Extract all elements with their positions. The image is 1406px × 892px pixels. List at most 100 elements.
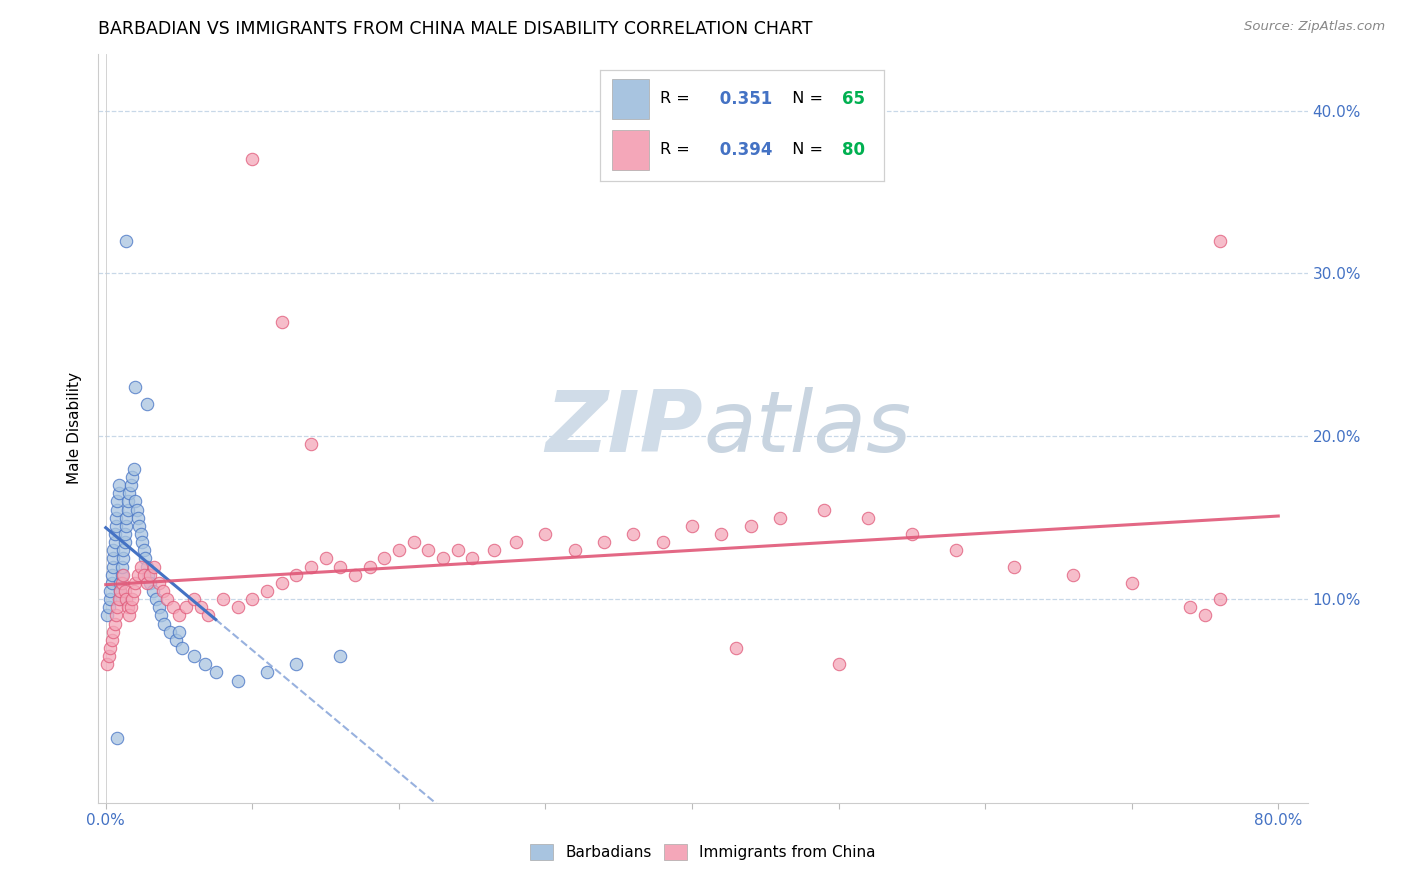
Point xyxy=(343,567,366,582)
Point xyxy=(240,592,263,607)
Point xyxy=(167,608,190,623)
Text: atlas: atlas xyxy=(703,386,911,470)
Point xyxy=(96,608,118,623)
Point xyxy=(115,510,138,524)
Point xyxy=(197,608,219,623)
Point xyxy=(120,478,142,492)
Legend: Barbadians, Immigrants from China: Barbadians, Immigrants from China xyxy=(524,838,882,866)
Text: BARBADIAN VS IMMIGRANTS FROM CHINA MALE DISABILITY CORRELATION CHART: BARBADIAN VS IMMIGRANTS FROM CHINA MALE … xyxy=(98,21,813,38)
Point xyxy=(129,559,152,574)
Point xyxy=(461,551,484,566)
Point xyxy=(162,600,184,615)
Point xyxy=(148,600,170,615)
Point xyxy=(132,543,155,558)
Point xyxy=(256,665,278,680)
Point xyxy=(98,592,121,607)
Point xyxy=(156,592,179,607)
Point xyxy=(97,649,120,664)
Point xyxy=(329,649,352,664)
Point xyxy=(315,551,337,566)
Point xyxy=(110,584,132,599)
Point xyxy=(505,535,527,549)
Point xyxy=(117,494,139,508)
Point xyxy=(118,608,141,623)
Point xyxy=(115,519,138,533)
Point xyxy=(170,641,193,656)
Point xyxy=(101,559,124,574)
Point xyxy=(183,649,205,664)
Point xyxy=(681,519,703,533)
Point xyxy=(108,486,131,500)
Point xyxy=(176,600,198,615)
Point xyxy=(1208,234,1230,248)
Point xyxy=(388,543,411,558)
Point xyxy=(110,592,132,607)
Point xyxy=(121,592,143,607)
Point xyxy=(112,543,135,558)
Point xyxy=(593,535,616,549)
Point xyxy=(112,551,135,566)
Point xyxy=(148,575,170,590)
Point xyxy=(153,616,176,631)
Point xyxy=(107,494,129,508)
Point xyxy=(120,600,142,615)
Point xyxy=(724,641,747,656)
Point xyxy=(134,551,156,566)
Point xyxy=(96,657,118,672)
Point xyxy=(107,731,129,745)
Point xyxy=(112,567,135,582)
Point xyxy=(159,624,181,639)
Point xyxy=(111,575,134,590)
Point xyxy=(98,641,121,656)
Point xyxy=(135,575,157,590)
Point xyxy=(167,624,190,639)
Point xyxy=(1004,559,1026,574)
Point xyxy=(100,632,122,647)
Point xyxy=(299,559,322,574)
Point xyxy=(152,584,174,599)
Point xyxy=(108,478,131,492)
Point xyxy=(98,584,121,599)
Point xyxy=(101,543,124,558)
Point xyxy=(118,486,141,500)
Point xyxy=(100,575,122,590)
Point xyxy=(285,657,308,672)
Point xyxy=(204,665,226,680)
Point xyxy=(1062,567,1084,582)
Point xyxy=(117,600,139,615)
Point xyxy=(117,502,139,516)
Point xyxy=(138,567,160,582)
Point xyxy=(122,584,145,599)
Point xyxy=(194,657,217,672)
Point xyxy=(135,397,157,411)
Point xyxy=(125,502,148,516)
Text: ZIP: ZIP xyxy=(546,386,703,470)
Point xyxy=(105,510,128,524)
Point xyxy=(122,462,145,476)
Point xyxy=(111,567,134,582)
Point xyxy=(131,535,153,549)
Point xyxy=(127,510,149,524)
Point xyxy=(432,551,454,566)
Point xyxy=(103,616,125,631)
Point xyxy=(121,470,143,484)
Point xyxy=(115,234,138,248)
Point xyxy=(129,527,152,541)
Point xyxy=(418,543,440,558)
Point xyxy=(110,575,132,590)
Point xyxy=(107,600,129,615)
Point xyxy=(105,519,128,533)
Point xyxy=(150,608,173,623)
Point xyxy=(138,575,160,590)
Point xyxy=(710,527,733,541)
Point xyxy=(564,543,586,558)
Point xyxy=(100,567,122,582)
Point xyxy=(135,559,157,574)
Point xyxy=(103,535,125,549)
Point xyxy=(115,592,138,607)
Point xyxy=(124,380,146,394)
Point xyxy=(190,600,212,615)
Point xyxy=(769,510,792,524)
Point xyxy=(329,559,352,574)
Point xyxy=(827,657,849,672)
